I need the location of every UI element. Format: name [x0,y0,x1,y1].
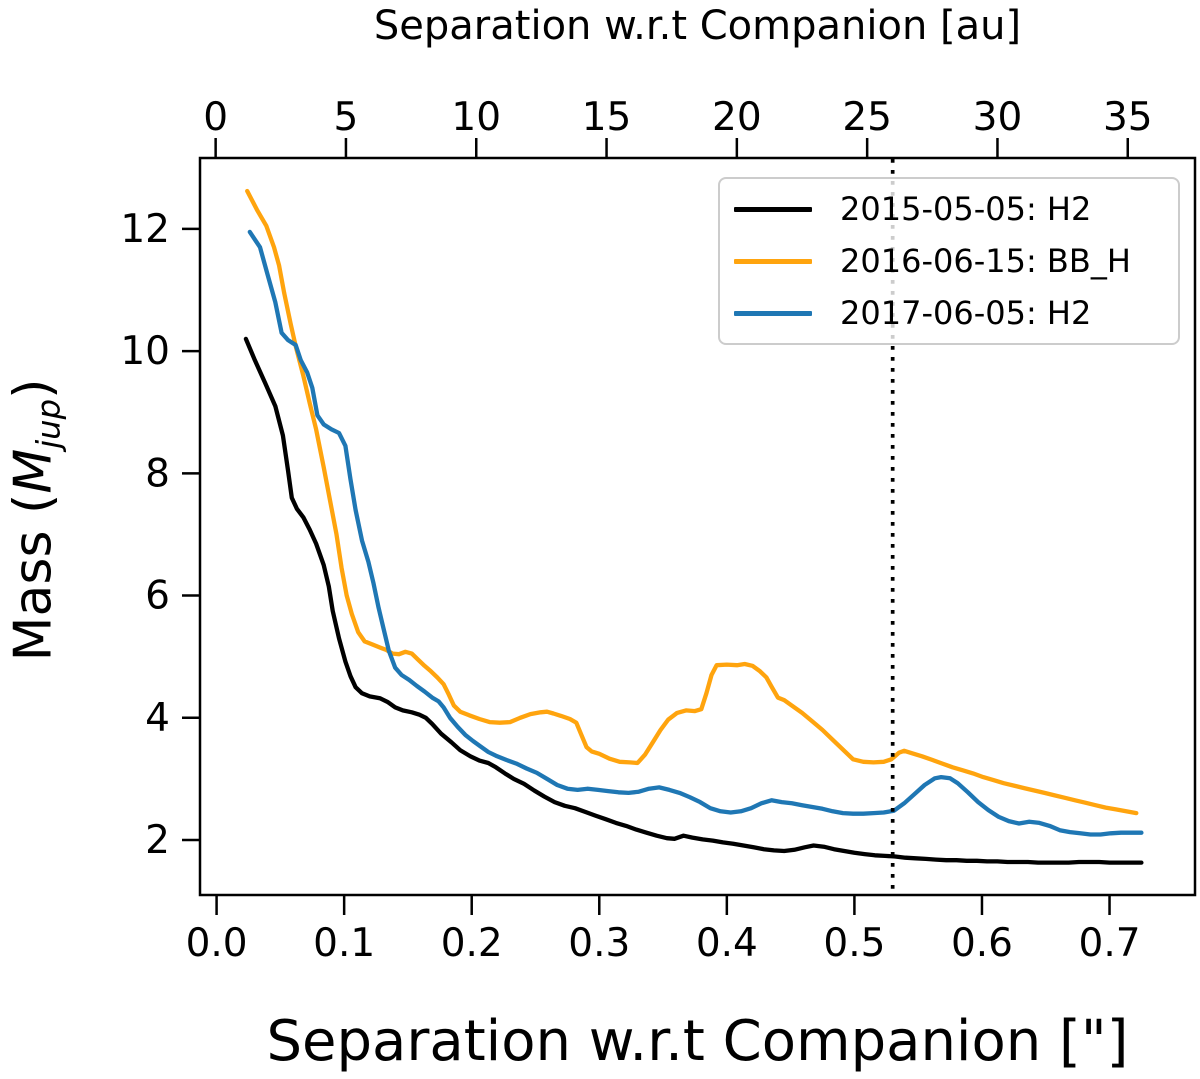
y-axis-title-subscript: jup [29,398,68,449]
top-tick-label: 30 [973,95,1023,140]
plot-border [198,156,1197,897]
x-tick-label: 0.4 [696,921,758,966]
y-axis-title-symbol: M [3,448,64,494]
x-tick-label: 0.5 [823,921,885,966]
y-tick-label: 12 [120,207,170,252]
legend-entry: 2016-06-15: BB_H [734,237,1178,285]
legend-line-sample [734,206,812,212]
legend-box: 2015-05-05: H2 2016-06-15: BB_H 2017-06-05… [718,177,1180,345]
y-tick-label: 4 [145,696,170,741]
legend-label: 2016-06-15: BB_H [840,242,1131,280]
legend-line-sample [734,258,812,264]
legend-entry: 2017-06-05: H2 [734,289,1178,337]
series-line-2 [247,229,1144,837]
top-tick-label: 10 [451,95,501,140]
top-tick-label: 35 [1103,95,1153,140]
top-tick-label: 20 [712,95,762,140]
y-axis-title: Mass (Mjup) [3,379,68,662]
legend-label: 2017-06-05: H2 [840,294,1092,332]
x-tick-label: 0.2 [441,921,503,966]
y-tick-label: 6 [145,574,170,619]
x-tick-label: 0.0 [186,921,248,966]
y-tick-label: 10 [120,329,170,374]
legend-label: 2015-05-05: H2 [840,190,1092,228]
top-tick-label: 0 [203,95,228,140]
y-tick-label: 2 [145,818,170,863]
x-tick-label: 0.1 [313,921,375,966]
top-tick-label: 25 [842,95,892,140]
x-tick-label: 0.3 [568,921,630,966]
x-tick-label: 0.7 [1079,921,1141,966]
x-tick-label: 0.6 [951,921,1013,966]
bottom-axis-title: Separation w.r.t Companion ["] [266,1009,1129,1074]
y-tick-label: 8 [145,451,170,496]
series-line-0 [243,336,1144,865]
top-tick-label: 15 [582,95,632,140]
top-tick-label: 5 [334,95,359,140]
legend-line-sample [734,310,812,316]
y-axis-title-prefix: Mass ( [3,493,64,662]
series-line-1 [245,188,1139,816]
legend-entry: 2015-05-05: H2 [734,185,1178,233]
top-axis-title: Separation w.r.t Companion [au] [373,3,1022,49]
y-axis-title-suffix: ) [3,378,64,399]
